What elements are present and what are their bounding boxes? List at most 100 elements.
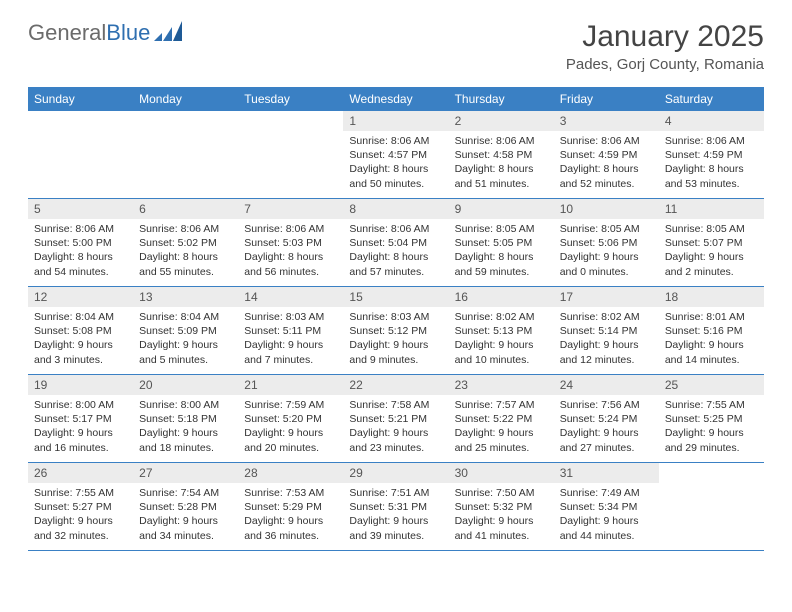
daylight-line-2: and 44 minutes. <box>560 529 653 543</box>
day-data: Sunrise: 7:56 AMSunset: 5:24 PMDaylight:… <box>554 395 659 455</box>
sunrise-line: Sunrise: 7:57 AM <box>455 398 548 412</box>
day-number: 10 <box>554 199 659 219</box>
sunset-line: Sunset: 5:14 PM <box>560 324 653 338</box>
calendar-cell: 21Sunrise: 7:59 AMSunset: 5:20 PMDayligh… <box>238 375 343 463</box>
daylight-line-1: Daylight: 9 hours <box>455 426 548 440</box>
daylight-line-1: Daylight: 9 hours <box>455 338 548 352</box>
sunrise-line: Sunrise: 8:01 AM <box>665 310 758 324</box>
weekday-mon: Monday <box>133 87 238 111</box>
day-data: Sunrise: 7:54 AMSunset: 5:28 PMDaylight:… <box>133 483 238 543</box>
day-number: 21 <box>238 375 343 395</box>
daylight-line-1: Daylight: 9 hours <box>349 338 442 352</box>
daylight-line-1: Daylight: 8 hours <box>244 250 337 264</box>
day-number: 20 <box>133 375 238 395</box>
daylight-line-2: and 7 minutes. <box>244 353 337 367</box>
weekday-wed: Wednesday <box>343 87 448 111</box>
day-number: 28 <box>238 463 343 483</box>
daylight-line-2: and 51 minutes. <box>455 177 548 191</box>
sunrise-line: Sunrise: 7:59 AM <box>244 398 337 412</box>
sunset-line: Sunset: 5:25 PM <box>665 412 758 426</box>
day-number: 31 <box>554 463 659 483</box>
day-number: 6 <box>133 199 238 219</box>
sunrise-line: Sunrise: 8:03 AM <box>244 310 337 324</box>
daylight-line-1: Daylight: 9 hours <box>455 514 548 528</box>
sunrise-line: Sunrise: 8:06 AM <box>455 134 548 148</box>
sunrise-line: Sunrise: 8:06 AM <box>349 134 442 148</box>
daylight-line-1: Daylight: 8 hours <box>349 162 442 176</box>
calendar-row: 5Sunrise: 8:06 AMSunset: 5:00 PMDaylight… <box>28 199 764 287</box>
calendar-cell: 29Sunrise: 7:51 AMSunset: 5:31 PMDayligh… <box>343 463 448 551</box>
day-number <box>238 111 343 131</box>
calendar-row: 26Sunrise: 7:55 AMSunset: 5:27 PMDayligh… <box>28 463 764 551</box>
daylight-line-2: and 18 minutes. <box>139 441 232 455</box>
daylight-line-2: and 41 minutes. <box>455 529 548 543</box>
daylight-line-2: and 25 minutes. <box>455 441 548 455</box>
calendar-row: 1Sunrise: 8:06 AMSunset: 4:57 PMDaylight… <box>28 111 764 199</box>
daylight-line-2: and 14 minutes. <box>665 353 758 367</box>
day-data: Sunrise: 8:05 AMSunset: 5:06 PMDaylight:… <box>554 219 659 279</box>
daylight-line-2: and 53 minutes. <box>665 177 758 191</box>
calendar-cell: 2Sunrise: 8:06 AMSunset: 4:58 PMDaylight… <box>449 111 554 199</box>
logo-word-1: General <box>28 20 106 45</box>
daylight-line-2: and 5 minutes. <box>139 353 232 367</box>
calendar-cell: 14Sunrise: 8:03 AMSunset: 5:11 PMDayligh… <box>238 287 343 375</box>
sunset-line: Sunset: 5:11 PM <box>244 324 337 338</box>
day-number: 2 <box>449 111 554 131</box>
day-number: 1 <box>343 111 448 131</box>
calendar-cell: 16Sunrise: 8:02 AMSunset: 5:13 PMDayligh… <box>449 287 554 375</box>
day-data: Sunrise: 8:00 AMSunset: 5:18 PMDaylight:… <box>133 395 238 455</box>
calendar-cell <box>133 111 238 199</box>
day-data: Sunrise: 8:06 AMSunset: 5:03 PMDaylight:… <box>238 219 343 279</box>
title-block: January 2025 Pades, Gorj County, Romania <box>566 20 764 73</box>
calendar-cell: 26Sunrise: 7:55 AMSunset: 5:27 PMDayligh… <box>28 463 133 551</box>
day-data: Sunrise: 7:55 AMSunset: 5:27 PMDaylight:… <box>28 483 133 543</box>
calendar-cell: 18Sunrise: 8:01 AMSunset: 5:16 PMDayligh… <box>659 287 764 375</box>
day-number: 17 <box>554 287 659 307</box>
day-data: Sunrise: 8:02 AMSunset: 5:14 PMDaylight:… <box>554 307 659 367</box>
day-data: Sunrise: 7:58 AMSunset: 5:21 PMDaylight:… <box>343 395 448 455</box>
day-data: Sunrise: 7:50 AMSunset: 5:32 PMDaylight:… <box>449 483 554 543</box>
daylight-line-1: Daylight: 9 hours <box>560 250 653 264</box>
calendar-cell: 6Sunrise: 8:06 AMSunset: 5:02 PMDaylight… <box>133 199 238 287</box>
daylight-line-1: Daylight: 9 hours <box>665 426 758 440</box>
day-data: Sunrise: 8:05 AMSunset: 5:07 PMDaylight:… <box>659 219 764 279</box>
calendar-cell: 30Sunrise: 7:50 AMSunset: 5:32 PMDayligh… <box>449 463 554 551</box>
sunset-line: Sunset: 5:27 PM <box>34 500 127 514</box>
day-data: Sunrise: 7:49 AMSunset: 5:34 PMDaylight:… <box>554 483 659 543</box>
sunrise-line: Sunrise: 8:04 AM <box>34 310 127 324</box>
day-number: 16 <box>449 287 554 307</box>
day-number: 30 <box>449 463 554 483</box>
day-data: Sunrise: 7:55 AMSunset: 5:25 PMDaylight:… <box>659 395 764 455</box>
day-number: 22 <box>343 375 448 395</box>
day-number: 13 <box>133 287 238 307</box>
day-data: Sunrise: 8:06 AMSunset: 5:02 PMDaylight:… <box>133 219 238 279</box>
day-data: Sunrise: 8:05 AMSunset: 5:05 PMDaylight:… <box>449 219 554 279</box>
day-number <box>28 111 133 131</box>
sunset-line: Sunset: 5:09 PM <box>139 324 232 338</box>
calendar-cell: 15Sunrise: 8:03 AMSunset: 5:12 PMDayligh… <box>343 287 448 375</box>
sunrise-line: Sunrise: 8:06 AM <box>34 222 127 236</box>
logo-word-2: Blue <box>106 20 150 45</box>
sunrise-line: Sunrise: 7:55 AM <box>665 398 758 412</box>
day-number: 23 <box>449 375 554 395</box>
weekday-sat: Saturday <box>659 87 764 111</box>
weekday-tue: Tuesday <box>238 87 343 111</box>
day-data: Sunrise: 8:03 AMSunset: 5:11 PMDaylight:… <box>238 307 343 367</box>
sunset-line: Sunset: 5:28 PM <box>139 500 232 514</box>
sunset-line: Sunset: 4:59 PM <box>665 148 758 162</box>
day-data: Sunrise: 8:00 AMSunset: 5:17 PMDaylight:… <box>28 395 133 455</box>
sunset-line: Sunset: 5:34 PM <box>560 500 653 514</box>
calendar-cell: 3Sunrise: 8:06 AMSunset: 4:59 PMDaylight… <box>554 111 659 199</box>
sunrise-line: Sunrise: 8:06 AM <box>349 222 442 236</box>
daylight-line-2: and 27 minutes. <box>560 441 653 455</box>
day-number: 9 <box>449 199 554 219</box>
daylight-line-2: and 3 minutes. <box>34 353 127 367</box>
sunset-line: Sunset: 5:07 PM <box>665 236 758 250</box>
sunrise-line: Sunrise: 8:06 AM <box>665 134 758 148</box>
calendar-row: 19Sunrise: 8:00 AMSunset: 5:17 PMDayligh… <box>28 375 764 463</box>
sunset-line: Sunset: 4:57 PM <box>349 148 442 162</box>
calendar-cell: 20Sunrise: 8:00 AMSunset: 5:18 PMDayligh… <box>133 375 238 463</box>
daylight-line-2: and 34 minutes. <box>139 529 232 543</box>
daylight-line-2: and 16 minutes. <box>34 441 127 455</box>
location-label: Pades, Gorj County, Romania <box>566 56 764 73</box>
